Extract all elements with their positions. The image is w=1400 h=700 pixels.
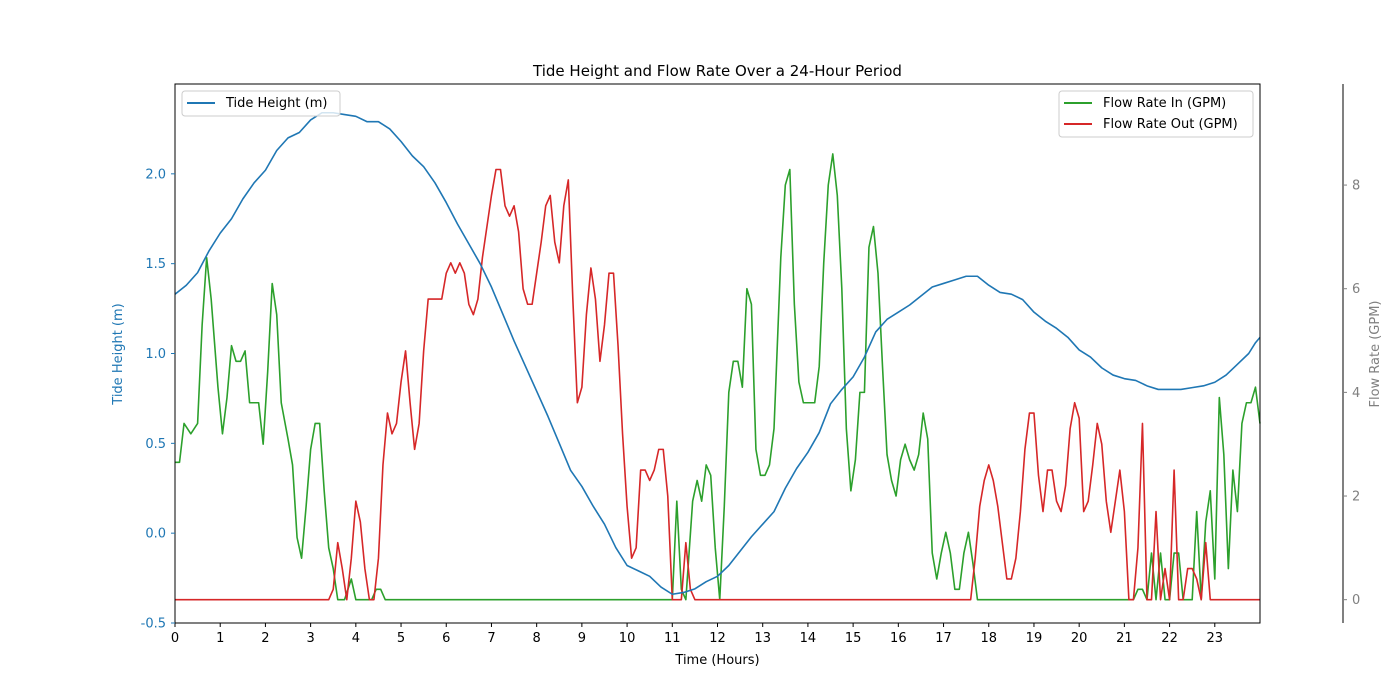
- y-right-tick-label: 4: [1352, 386, 1360, 401]
- x-tick-label: 2: [261, 631, 269, 646]
- x-tick-label: 8: [533, 631, 541, 646]
- x-tick-label: 18: [980, 631, 997, 646]
- x-tick-label: 3: [306, 631, 314, 646]
- x-tick-label: 23: [1207, 631, 1224, 646]
- y-axis-left-label: Tide Height (m): [111, 303, 126, 405]
- y-left-tick-label: 1.5: [145, 257, 166, 272]
- x-tick-label: 14: [800, 631, 817, 646]
- x-tick-label: 21: [1116, 631, 1133, 646]
- y-axis-left: -0.5 0.0 0.5 1.0 1.5 2.0: [141, 167, 175, 632]
- x-tick-label: 10: [619, 631, 636, 646]
- x-tick-label: 13: [754, 631, 771, 646]
- x-tick-label: 0: [171, 631, 179, 646]
- plot-area: [174, 111, 1261, 601]
- y-left-tick-label: 1.0: [145, 347, 166, 362]
- x-tick-label: 17: [935, 631, 952, 646]
- y-left-tick-label: -0.5: [141, 617, 166, 632]
- series-tide-height-line: [174, 111, 1261, 596]
- x-tick-label: 6: [442, 631, 450, 646]
- legend-right: Flow Rate In (GPM) Flow Rate Out (GPM): [1058, 90, 1254, 138]
- y-right-tick-label: 8: [1352, 179, 1360, 194]
- x-axis: 0 1 2 3 4 5 6 7 8 9 10 11 12 13 14 15 16 17 18 19 20 21 22 23: [171, 623, 1223, 646]
- chart-title: Tide Height and Flow Rate Over a 24-Hour…: [532, 62, 902, 80]
- x-tick-label: 7: [487, 631, 495, 646]
- x-tick-label: 11: [664, 631, 681, 646]
- y-left-tick-label: 2.0: [145, 167, 166, 182]
- legend-right-box: [1058, 90, 1254, 138]
- x-tick-label: 16: [890, 631, 907, 646]
- x-tick-label: 19: [1026, 631, 1043, 646]
- x-tick-label: 15: [845, 631, 862, 646]
- y-left-tick-label: 0.5: [145, 437, 166, 452]
- legend-left: Tide Height (m): [181, 90, 341, 117]
- x-tick-label: 20: [1071, 631, 1088, 646]
- series-flow-out-line: [175, 168, 1260, 601]
- x-tick-label: 9: [578, 631, 586, 646]
- x-tick-label: 12: [709, 631, 726, 646]
- legend-left-box: [181, 90, 341, 117]
- y-right-tick-label: 0: [1352, 593, 1360, 608]
- x-tick-label: 5: [397, 631, 405, 646]
- series-flow-in-line: [175, 153, 1261, 601]
- y-axis-right: 0 2 4 6 8: [1342, 84, 1360, 623]
- y-left-tick-label: 0.0: [145, 527, 166, 542]
- legend-entry-tide: Tide Height (m): [225, 96, 327, 111]
- y-right-tick-label: 6: [1352, 282, 1360, 297]
- x-tick-label: 4: [352, 631, 360, 646]
- legend-entry-flow-in: Flow Rate In (GPM): [1103, 96, 1226, 111]
- y-right-tick-label: 2: [1352, 490, 1360, 505]
- x-tick-label: 22: [1161, 631, 1178, 646]
- legend-entry-flow-out: Flow Rate Out (GPM): [1103, 117, 1238, 132]
- x-axis-label: Time (Hours): [674, 653, 759, 668]
- x-tick-label: 1: [216, 631, 224, 646]
- y-axis-right-label: Flow Rate (GPM): [1368, 300, 1383, 407]
